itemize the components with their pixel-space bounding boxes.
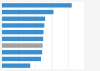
bar [2, 43, 43, 47]
bar [2, 17, 45, 21]
bar [2, 57, 41, 61]
grid-line [68, 2, 69, 69]
grid [2, 2, 85, 69]
bars [2, 3, 72, 68]
bar [2, 50, 42, 54]
bar [2, 30, 44, 34]
chart-container [0, 0, 100, 71]
bar [2, 3, 72, 7]
grid-line [85, 2, 86, 69]
chart [0, 0, 100, 71]
plot-background [2, 2, 85, 69]
bar [2, 10, 53, 14]
bar [2, 63, 30, 67]
bar [2, 37, 43, 41]
bar [2, 23, 44, 27]
